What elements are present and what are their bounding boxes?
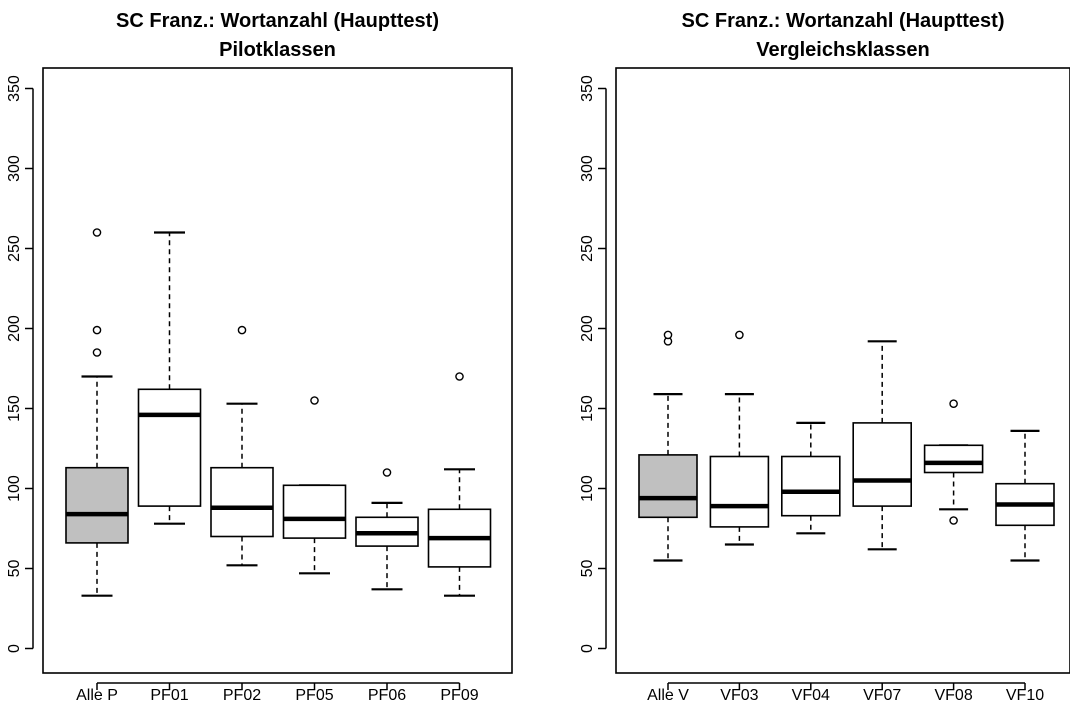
y-tick-label: 200 [579, 315, 596, 342]
outlier-point [92, 228, 102, 237]
x-tick-label: PF05 [295, 687, 333, 704]
x-tick-label: PF06 [368, 687, 406, 704]
chart-title: SC Franz.: Wortanzahl (Haupttest) [682, 10, 1005, 32]
outlier-point [310, 396, 319, 405]
outlier-point [735, 330, 744, 340]
y-tick-label: 100 [6, 475, 23, 502]
y-tick-label: 350 [6, 75, 23, 102]
iqr-box [638, 454, 698, 519]
outlier-point [92, 348, 102, 357]
plot-frame [42, 67, 513, 674]
y-tick-label: 0 [6, 644, 23, 653]
iqr-box [923, 444, 984, 474]
y-tick-label: 50 [6, 560, 23, 578]
outlier-point [92, 325, 102, 335]
outlier-point [949, 399, 958, 409]
iqr-box [137, 388, 202, 507]
box-pf06 [355, 468, 419, 591]
box-pf02 [210, 325, 274, 567]
chart-title: SC Franz.: Wortanzahl (Haupttest) [116, 10, 439, 32]
box-pf01 [137, 231, 202, 525]
chart-subtitle: Vergleichsklassen [756, 39, 929, 61]
iqr-box [852, 422, 913, 507]
x-tick-label: VF03 [720, 687, 758, 704]
outlier-point [382, 468, 392, 477]
y-tick-label: 300 [6, 155, 23, 182]
y-tick-label: 150 [579, 395, 596, 422]
plot-frame [615, 67, 1070, 674]
box-alle-p [65, 228, 129, 597]
chart-panel-1: SC Franz.: Wortanzahl (Haupttest) Pilotkl… [6, 10, 513, 704]
y-tick-label: 250 [6, 235, 23, 262]
box-pf09 [427, 372, 492, 597]
iqr-box [780, 455, 841, 517]
y-tick-label: 150 [6, 395, 23, 422]
chart-subtitle: Pilotklassen [219, 39, 336, 61]
x-tick-label: VF10 [1006, 687, 1044, 704]
x-tick-label: Alle V [647, 687, 689, 704]
outlier-point [949, 516, 958, 525]
box-vf08 [923, 399, 984, 525]
iqr-box [65, 466, 129, 544]
outlier-point [455, 372, 464, 381]
x-tick-label: PF09 [440, 687, 478, 704]
x-tick-label: VF04 [792, 687, 830, 704]
x-tick-label: Alle P [76, 687, 118, 704]
iqr-box [709, 455, 770, 528]
x-tick-label: PF02 [223, 687, 261, 704]
x-tick-label: VF07 [863, 687, 901, 704]
y-tick-label: 100 [579, 475, 596, 502]
box-vf04 [780, 421, 841, 535]
box-vf03 [709, 330, 770, 546]
outlier-point [663, 330, 673, 340]
x-tick-label: VF08 [934, 687, 972, 704]
box-vf07 [852, 340, 913, 551]
x-tick-label: PF01 [150, 687, 188, 704]
y-tick-label: 0 [579, 644, 596, 653]
box-pf05 [282, 396, 347, 575]
y-tick-label: 50 [579, 560, 596, 578]
iqr-box [282, 484, 347, 539]
chart-panel-2: SC Franz.: Wortanzahl (Haupttest) Verglei… [579, 10, 1070, 704]
y-tick-label: 250 [579, 235, 596, 262]
box-vf10 [995, 429, 1055, 562]
y-tick-label: 300 [579, 155, 596, 182]
y-tick-label: 350 [579, 75, 596, 102]
y-tick-label: 200 [6, 315, 23, 342]
box-alle-v [638, 330, 698, 562]
iqr-box [210, 466, 274, 538]
outlier-point [237, 325, 247, 335]
